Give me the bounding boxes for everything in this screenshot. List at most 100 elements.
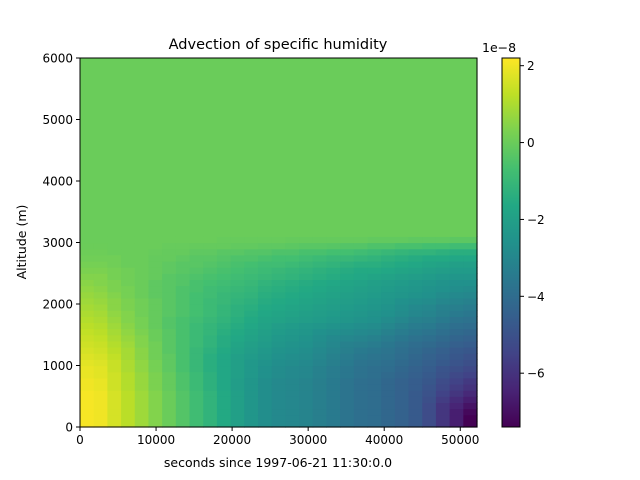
heatmap-cell: [216, 420, 232, 428]
heatmap-cell: [408, 328, 423, 336]
heatmap-cell: [121, 420, 136, 428]
heatmap-cell: [326, 248, 341, 256]
heatmap-cell: [244, 248, 259, 256]
heatmap-cell: [285, 260, 300, 268]
heatmap-cell: [134, 310, 150, 317]
heatmap-cell: [381, 285, 396, 293]
heatmap-cell: [449, 316, 464, 324]
heatmap-cell: [134, 267, 150, 274]
heatmap-cell: [271, 414, 286, 422]
heatmap-cell: [394, 248, 410, 256]
heatmap-cell: [449, 267, 464, 274]
heatmap-cell: [175, 371, 191, 379]
heatmap-cell: [408, 340, 423, 348]
heatmap-cell: [107, 285, 122, 293]
heatmap-cell: [175, 242, 191, 250]
heatmap-cell: [353, 402, 369, 410]
heatmap-cell: [80, 340, 95, 348]
heatmap-cell: [408, 390, 423, 397]
heatmap-cell: [381, 58, 396, 237]
heatmap-cell: [230, 279, 245, 287]
heatmap-cell: [463, 396, 478, 403]
heatmap-cell: [299, 420, 314, 428]
heatmap-cell: [326, 273, 341, 280]
heatmap-cell: [299, 242, 314, 250]
heatmap-cell: [353, 408, 369, 416]
heatmap-cell: [381, 279, 396, 287]
heatmap-cell: [93, 304, 108, 311]
heatmap-cell: [162, 365, 177, 373]
heatmap-cell: [175, 414, 191, 422]
y-axis-label: Altitude (m): [14, 205, 29, 280]
heatmap-cell: [148, 322, 163, 330]
y-tick-label: 1000: [42, 359, 73, 373]
heatmap-cell: [175, 402, 191, 410]
heatmap-cell: [381, 236, 396, 244]
heatmap-cell: [299, 383, 314, 391]
heatmap-cell: [93, 328, 108, 336]
heatmap-cell: [367, 310, 382, 317]
heatmap-cell: [422, 236, 437, 244]
heatmap-cell: [230, 310, 245, 317]
heatmap-cell: [230, 390, 245, 397]
heatmap-cell: [80, 396, 95, 403]
heatmap-cell: [175, 359, 191, 367]
heatmap-cell: [230, 420, 245, 428]
heatmap-cell: [463, 236, 478, 244]
heatmap-cell: [244, 58, 259, 237]
heatmap-cell: [203, 260, 218, 268]
heatmap-cell: [230, 353, 245, 360]
heatmap-cell: [121, 260, 136, 268]
heatmap-cell: [408, 285, 423, 293]
heatmap-cell: [340, 334, 355, 342]
heatmap-cell: [162, 254, 177, 262]
heatmap-cell: [326, 304, 341, 311]
heatmap-cell: [271, 383, 286, 391]
heatmap-cell: [394, 396, 410, 403]
heatmap-cell: [285, 340, 300, 348]
heatmap-cell: [463, 297, 478, 305]
heatmap-cell: [162, 242, 177, 250]
heatmap-cell: [80, 316, 95, 324]
heatmap-cell: [422, 328, 437, 336]
heatmap-cell: [422, 267, 437, 274]
heatmap-cell: [244, 365, 259, 373]
heatmap-cell: [394, 58, 410, 237]
heatmap-cell: [93, 267, 108, 274]
heatmap-cell: [203, 242, 218, 250]
heatmap-cell: [299, 347, 314, 354]
heatmap-cell: [107, 242, 122, 250]
heatmap-cell: [148, 304, 163, 311]
heatmap-cell: [285, 328, 300, 336]
heatmap-cell: [449, 353, 464, 360]
heatmap-cell: [80, 377, 95, 385]
heatmap-cell: [381, 304, 396, 311]
heatmap-cell: [121, 402, 136, 410]
heatmap-cell: [244, 316, 259, 324]
heatmap-cell: [271, 304, 286, 311]
heatmap-cell: [285, 383, 300, 391]
heatmap-cell: [299, 377, 314, 385]
heatmap-cell: [107, 58, 122, 237]
heatmap-cell: [162, 267, 177, 274]
heatmap-cell: [312, 279, 328, 287]
heatmap-cell: [148, 414, 163, 422]
heatmap-cell: [299, 396, 314, 403]
heatmap-cell: [408, 58, 423, 237]
heatmap-cell: [367, 248, 382, 256]
heatmap-cell: [216, 402, 232, 410]
heatmap-cell: [134, 279, 150, 287]
heatmap-cell: [134, 304, 150, 311]
heatmap-cell: [216, 267, 232, 274]
heatmap-cell: [93, 322, 108, 330]
heatmap-cell: [449, 414, 464, 422]
heatmap-cell: [271, 408, 286, 416]
heatmap-cells: [80, 58, 478, 428]
heatmap-cell: [134, 408, 150, 416]
heatmap-cell: [257, 304, 273, 311]
heatmap-cell: [381, 322, 396, 330]
heatmap-cell: [381, 347, 396, 354]
heatmap-cell: [257, 390, 273, 397]
heatmap-cell: [340, 297, 355, 305]
heatmap-cell: [463, 254, 478, 262]
